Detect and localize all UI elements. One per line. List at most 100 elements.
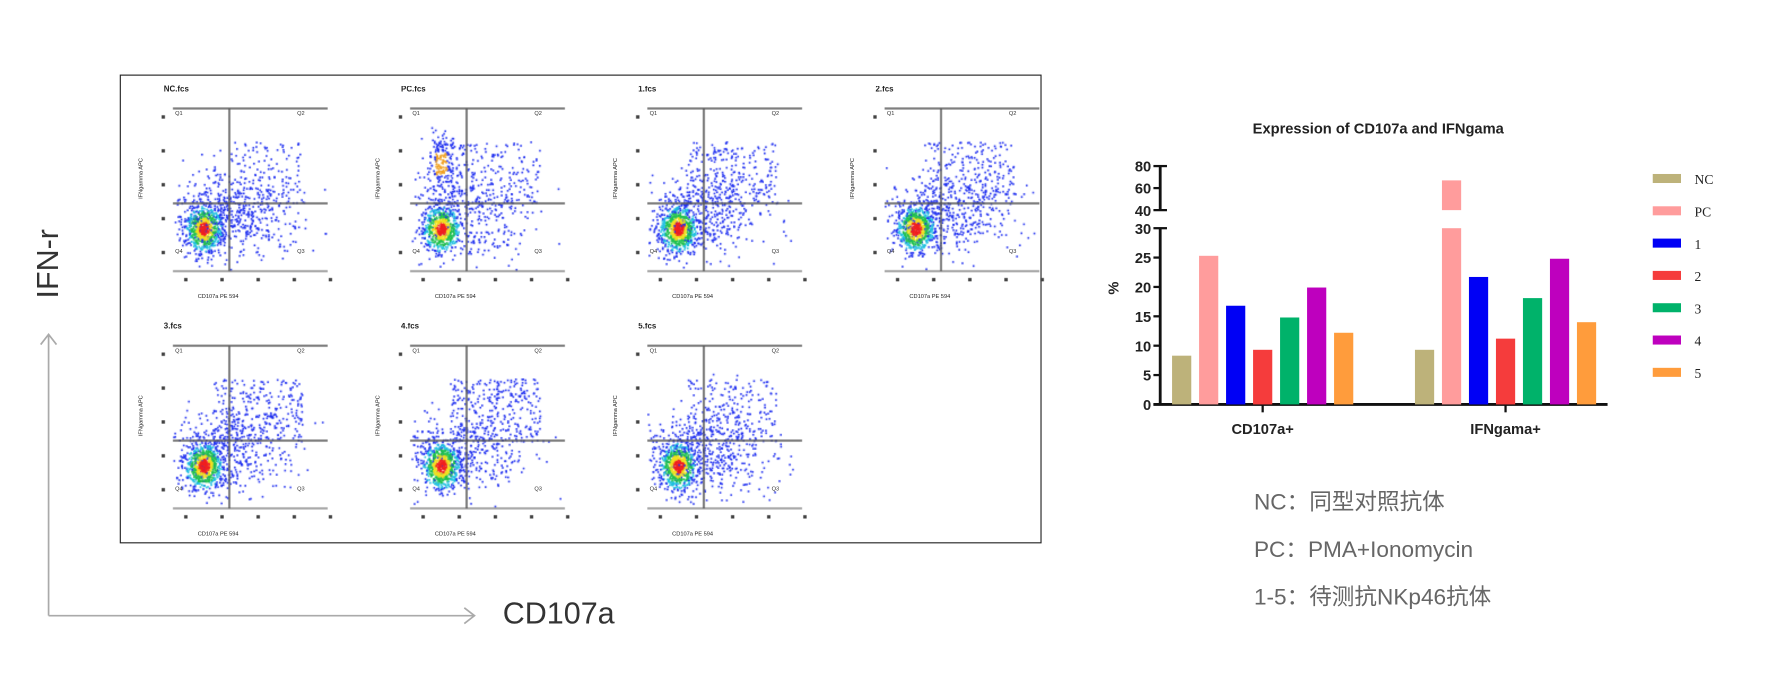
- flow-density-plot: [626, 327, 820, 554]
- legend-label: NC: [1695, 172, 1714, 187]
- quadrant-label: Q4: [886, 248, 895, 256]
- quadrant-label: Q3: [297, 248, 305, 256]
- quadrant-label: Q1: [649, 347, 658, 355]
- bar-1-CD107a+: [1226, 305, 1246, 405]
- flow-plot-title: 5.fcs: [638, 323, 656, 331]
- bar-4-CD107a+: [1307, 287, 1327, 405]
- quadrant-label: Q1: [175, 110, 183, 118]
- flow-x-axis-label: CD107a PE 594: [434, 293, 476, 301]
- legend-label: 5: [1695, 366, 1702, 381]
- flow-density-plot: [389, 90, 582, 317]
- quadrant-label: Q2: [771, 110, 780, 118]
- quadrant-label: Q4: [412, 248, 420, 256]
- flow-density-plot: [864, 90, 1057, 317]
- quadrant-label: Q4: [175, 485, 183, 493]
- quadrant-label: Q1: [412, 110, 420, 118]
- flow-x-axis-label: CD107a PE 594: [197, 293, 239, 301]
- bar-NC-IFNgama+: [1414, 349, 1435, 405]
- legend-swatch-PC: [1652, 206, 1681, 216]
- quadrant-label: Q3: [771, 248, 780, 256]
- bar-1-IFNgama+: [1468, 276, 1489, 405]
- legend-swatch-1: [1652, 238, 1681, 248]
- bar-NC-CD107a+: [1172, 355, 1192, 405]
- flow-x-axis-label: CD107a PE 594: [197, 530, 239, 538]
- chart-title: Expression of CD107a and IFNgama: [1253, 121, 1505, 137]
- y-tick-label: 25: [1135, 251, 1151, 267]
- bar-PC-IFNgama+: [1441, 228, 1462, 405]
- flow-plot-title: 2.fcs: [876, 86, 894, 94]
- flow-x-axis-label: CD107a PE 594: [672, 530, 713, 538]
- note-samples: 1-5：待测抗NKp46抗体: [1253, 585, 1492, 611]
- flow-density-plot: [389, 327, 582, 554]
- y-tick-label: 20: [1135, 281, 1151, 297]
- y-tick-label: 80: [1135, 160, 1151, 176]
- bar-5-IFNgama+: [1576, 322, 1597, 405]
- flow-plot-title: 4.fcs: [401, 323, 419, 331]
- quadrant-label: Q1: [412, 347, 420, 355]
- note-pc: PC：PMA+Ionomycin: [1253, 537, 1474, 563]
- chart-y-label: %: [1106, 282, 1122, 295]
- legend-label: 4: [1695, 334, 1702, 349]
- legend-label: 2: [1695, 269, 1702, 284]
- legend-swatch-NC: [1652, 173, 1681, 184]
- bar-5-CD107a+: [1334, 332, 1354, 405]
- bar-2-CD107a+: [1253, 349, 1273, 405]
- y-tick-label: 15: [1135, 310, 1151, 326]
- quadrant-label: Q2: [771, 347, 780, 355]
- flow-plot-title: 1.fcs: [638, 86, 656, 94]
- quadrant-label: Q2: [297, 347, 305, 355]
- flow-plot-title: PC.fcs: [401, 86, 426, 94]
- x-axis-label: CD107a: [502, 596, 615, 631]
- legend-swatch-5: [1652, 367, 1681, 377]
- y-tick-label: 60: [1135, 182, 1151, 198]
- x-tick-label: CD107a+: [1231, 422, 1293, 438]
- flow-x-axis-label: CD107a PE 594: [672, 293, 713, 301]
- quadrant-label: Q4: [175, 248, 183, 256]
- legend-swatch-4: [1652, 335, 1681, 345]
- y-tick-label: 10: [1135, 339, 1151, 355]
- quadrant-label: Q2: [1008, 110, 1017, 118]
- bar-2-IFNgama+: [1495, 338, 1516, 405]
- bar-3-IFNgama+: [1522, 298, 1543, 405]
- x-arrow: [48, 607, 476, 625]
- quadrant-label: Q3: [534, 485, 542, 493]
- bar-3-CD107a+: [1280, 317, 1300, 405]
- quadrant-label: Q3: [297, 485, 305, 493]
- flow-density-plot: [152, 90, 345, 317]
- legend-label: 3: [1695, 301, 1702, 316]
- legend-label: 1: [1695, 237, 1702, 252]
- quadrant-label: Q1: [175, 347, 183, 355]
- legend-swatch-2: [1652, 270, 1681, 280]
- note-nc: NC：同型对照抗体: [1253, 490, 1445, 516]
- legend-label: PC: [1695, 204, 1712, 219]
- flow-x-axis-label: CD107a PE 594: [434, 530, 476, 538]
- y-arrow: [40, 333, 58, 616]
- quadrant-label: Q3: [771, 485, 780, 493]
- quadrant-label: Q1: [649, 110, 658, 118]
- y-tick-label: 30: [1135, 222, 1151, 238]
- quadrant-label: Q4: [649, 485, 658, 493]
- quadrant-label: Q1: [886, 110, 895, 118]
- quadrant-label: Q3: [1008, 248, 1017, 256]
- quadrant-label: Q4: [649, 248, 658, 256]
- flow-density-plot: [152, 327, 345, 554]
- quadrant-label: Q4: [412, 485, 420, 493]
- axis-arrows: [40, 333, 476, 625]
- quadrant-label: Q2: [297, 110, 305, 118]
- y-tick-label: 0: [1143, 398, 1151, 414]
- legend-swatch-3: [1652, 303, 1681, 313]
- flow-density-plot: [626, 90, 820, 317]
- quadrant-label: Q2: [534, 110, 542, 118]
- y-tick-label: 40: [1135, 204, 1151, 220]
- bar-PC-CD107a+: [1199, 255, 1219, 405]
- x-tick-label: IFNgama+: [1470, 422, 1541, 438]
- quadrant-label: Q2: [534, 347, 542, 355]
